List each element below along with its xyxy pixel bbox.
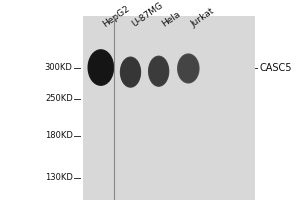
Ellipse shape xyxy=(180,58,196,79)
Ellipse shape xyxy=(123,61,138,84)
Ellipse shape xyxy=(179,57,197,80)
Text: Jurkat: Jurkat xyxy=(190,6,217,29)
Ellipse shape xyxy=(150,58,167,84)
Ellipse shape xyxy=(89,52,112,84)
Ellipse shape xyxy=(88,50,114,85)
Ellipse shape xyxy=(92,55,110,80)
Ellipse shape xyxy=(148,56,169,87)
Ellipse shape xyxy=(88,49,114,86)
Ellipse shape xyxy=(151,60,166,83)
Text: Hela: Hela xyxy=(160,10,182,29)
Ellipse shape xyxy=(91,54,111,81)
Ellipse shape xyxy=(90,52,112,83)
Text: 250KD: 250KD xyxy=(45,94,73,103)
Ellipse shape xyxy=(150,59,167,84)
FancyBboxPatch shape xyxy=(83,16,255,200)
Ellipse shape xyxy=(149,57,168,86)
Ellipse shape xyxy=(149,58,168,85)
Ellipse shape xyxy=(121,59,140,86)
Ellipse shape xyxy=(177,53,200,84)
Ellipse shape xyxy=(123,61,138,83)
Ellipse shape xyxy=(90,53,111,82)
Ellipse shape xyxy=(122,60,139,84)
Text: U-87MG: U-87MG xyxy=(130,1,165,29)
Text: 180KD: 180KD xyxy=(45,131,73,140)
Text: 300KD: 300KD xyxy=(45,63,73,72)
Text: HepG2: HepG2 xyxy=(101,4,131,29)
Ellipse shape xyxy=(178,55,198,82)
Text: 130KD: 130KD xyxy=(45,173,73,182)
Ellipse shape xyxy=(151,60,166,82)
Ellipse shape xyxy=(148,56,169,86)
Ellipse shape xyxy=(178,55,199,82)
Ellipse shape xyxy=(179,56,198,81)
Ellipse shape xyxy=(120,57,141,87)
Ellipse shape xyxy=(178,54,199,83)
Ellipse shape xyxy=(121,58,140,86)
Ellipse shape xyxy=(120,57,141,88)
Ellipse shape xyxy=(88,51,113,84)
Ellipse shape xyxy=(180,57,197,80)
Ellipse shape xyxy=(122,59,139,85)
Text: CASC5: CASC5 xyxy=(260,63,292,73)
